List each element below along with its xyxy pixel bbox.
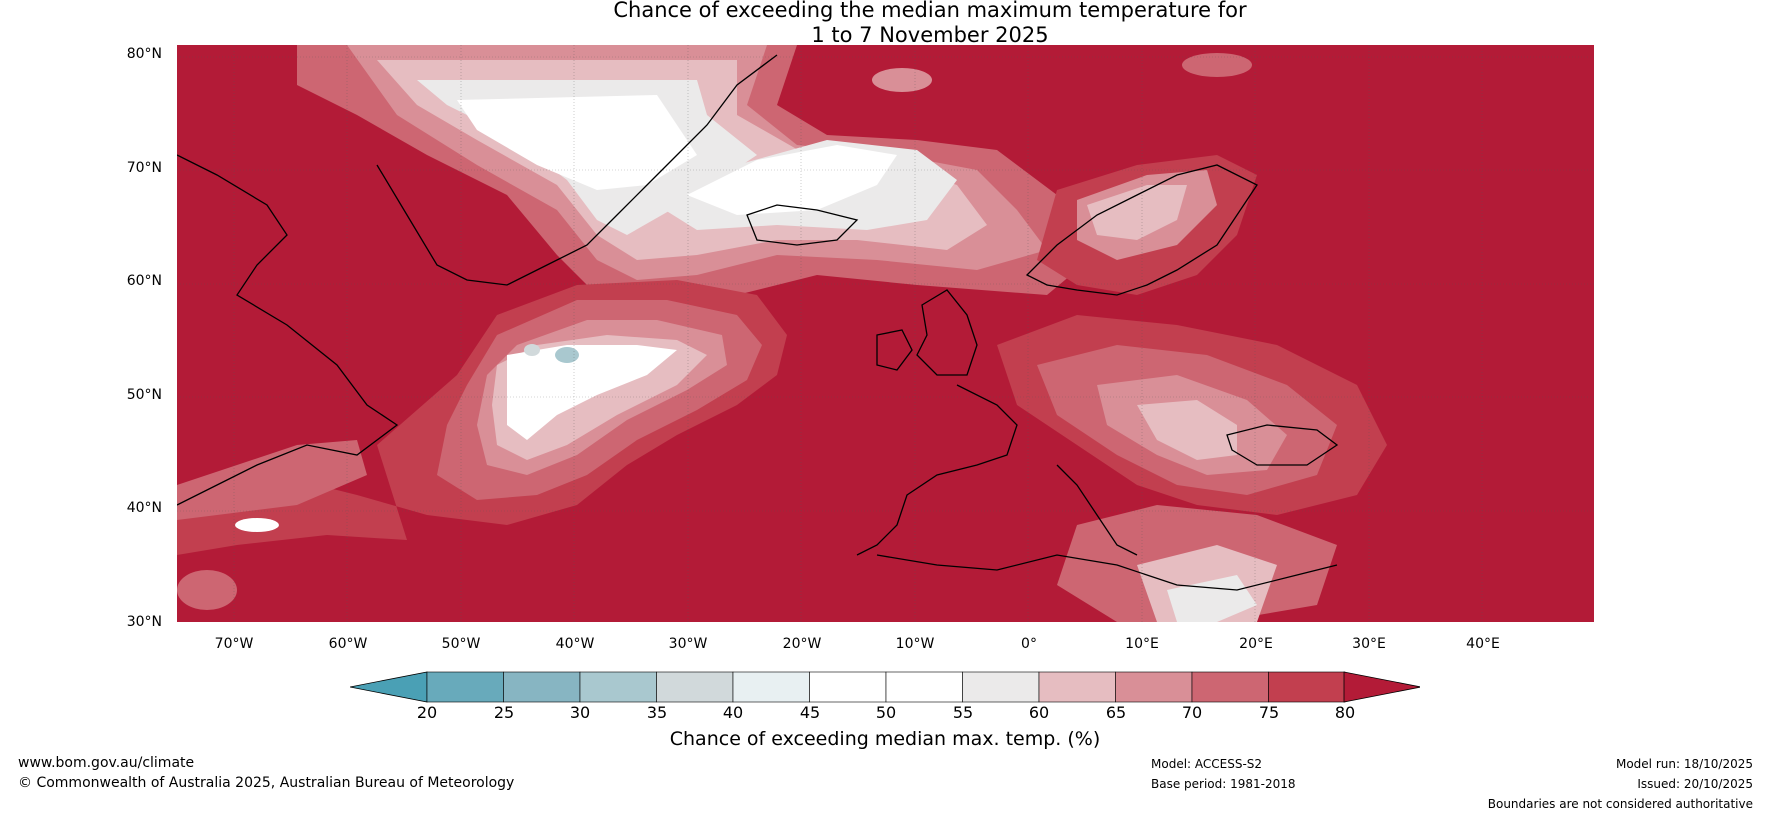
contour-55-med	[1167, 575, 1257, 622]
coast-canada	[177, 154, 399, 506]
colorbar-tick-40: 40	[722, 703, 744, 722]
colorbar-segment	[732, 671, 810, 703]
coast-med	[876, 554, 1338, 591]
lon-label-30w: 30°W	[668, 636, 708, 652]
coast-ireland	[876, 329, 913, 371]
lon-label-40w: 40°W	[555, 636, 595, 652]
colorbar-segment	[1115, 671, 1193, 703]
disclaimer-text: Boundaries are not considered authoritat…	[1487, 797, 1753, 811]
lon-label-20w: 20°W	[782, 636, 822, 652]
base-period-text: Base period: 1981-2018	[1151, 777, 1296, 791]
lon-label-10e: 10°E	[1125, 636, 1159, 652]
contour-60-scandinavia	[1087, 185, 1187, 240]
coast-black-sea	[1226, 424, 1339, 466]
contour-50-iceland	[687, 145, 897, 215]
colorbar-segment	[426, 671, 504, 703]
colorbar-segment	[885, 671, 963, 703]
colorbar-segment	[809, 671, 887, 703]
colorbar-tick-70: 70	[1181, 703, 1203, 722]
colorbar-tick-20: 20	[416, 703, 438, 722]
contour-70-newfoundland	[177, 440, 367, 520]
lon-label-50w: 50°W	[441, 636, 481, 652]
colorbar-tick-65: 65	[1105, 703, 1127, 722]
coast-britain	[916, 289, 978, 376]
lon-label-30e: 30°E	[1352, 636, 1386, 652]
colorbar-segment	[1268, 671, 1346, 703]
colorbar	[349, 670, 1422, 718]
colorbar-tick-35: 35	[646, 703, 668, 722]
colorbar-tick-60: 60	[1028, 703, 1050, 722]
website-link[interactable]: www.bom.gov.au/climate	[18, 755, 195, 771]
issued-text: Issued: 20/10/2025	[1637, 777, 1753, 791]
coastlines	[177, 54, 1339, 591]
model-text: Model: ACCESS-S2	[1151, 757, 1263, 771]
coast-greenland	[376, 54, 778, 286]
forecast-map	[177, 45, 1594, 622]
colorbar-segment	[1038, 671, 1116, 703]
colorbar-tick-25: 25	[493, 703, 515, 722]
colorbar-label: Chance of exceeding median max. temp. (%…	[669, 728, 1101, 750]
colorbar-tick-45: 45	[799, 703, 821, 722]
colorbar-tick-30: 30	[569, 703, 591, 722]
colorbar-tick-75: 75	[1258, 703, 1280, 722]
colorbar-segment	[579, 671, 657, 703]
lon-label-60w: 60°W	[328, 636, 368, 652]
lat-label-50n: 50°N	[126, 387, 162, 403]
lat-label-40n: 40°N	[126, 500, 162, 516]
colorbar-segment	[962, 671, 1040, 703]
contour-70-sw	[177, 570, 237, 610]
colorbar-low-arrow	[349, 671, 428, 703]
colorbar-tick-80: 80	[1334, 703, 1356, 722]
lon-label-10w: 10°W	[895, 636, 935, 652]
lat-label-70n: 70°N	[126, 160, 162, 176]
copyright-text: © Commonwealth of Australia 2025, Austra…	[18, 775, 515, 791]
contour-30-atlantic	[555, 347, 579, 363]
contour-70-novaya	[1182, 53, 1252, 77]
lat-label-60n: 60°N	[126, 273, 162, 289]
colorbar-tick-50: 50	[875, 703, 897, 722]
graticule	[177, 45, 1594, 622]
lon-label-40e: 40°E	[1466, 636, 1500, 652]
contour-50-greenland	[457, 95, 697, 190]
lat-label-80n: 80°N	[126, 46, 162, 62]
title-line-1: Chance of exceeding the median maximum t…	[613, 0, 1247, 22]
coast-europe-west	[856, 384, 1018, 556]
contour-50-atlantic	[507, 345, 677, 440]
title-line-2: 1 to 7 November 2025	[811, 23, 1049, 47]
model-run-text: Model run: 18/10/2025	[1615, 757, 1753, 771]
colorbar-tick-55: 55	[952, 703, 974, 722]
colorbar-segment	[1191, 671, 1269, 703]
colorbar-segment	[503, 671, 581, 703]
contour-35-atlantic	[524, 344, 540, 356]
lat-label-30n: 30°N	[126, 614, 162, 630]
map-canvas	[177, 45, 1594, 622]
contour-50-newfoundland	[235, 518, 279, 532]
colorbar-svg	[349, 671, 1422, 703]
colorbar-high-arrow	[1343, 671, 1422, 703]
map-title: Chance of exceeding the median maximum t…	[0, 0, 1770, 48]
contour-65-svalbard	[872, 68, 932, 92]
coast-italy	[1056, 464, 1138, 556]
lon-label-20e: 20°E	[1239, 636, 1273, 652]
contour-60-europe	[1137, 400, 1237, 460]
lon-label-0: 0°	[1021, 636, 1037, 652]
coast-iceland	[746, 204, 859, 246]
coast-norway	[1025, 164, 1258, 296]
lon-label-70w: 70°W	[214, 636, 254, 652]
colorbar-segment	[656, 671, 734, 703]
